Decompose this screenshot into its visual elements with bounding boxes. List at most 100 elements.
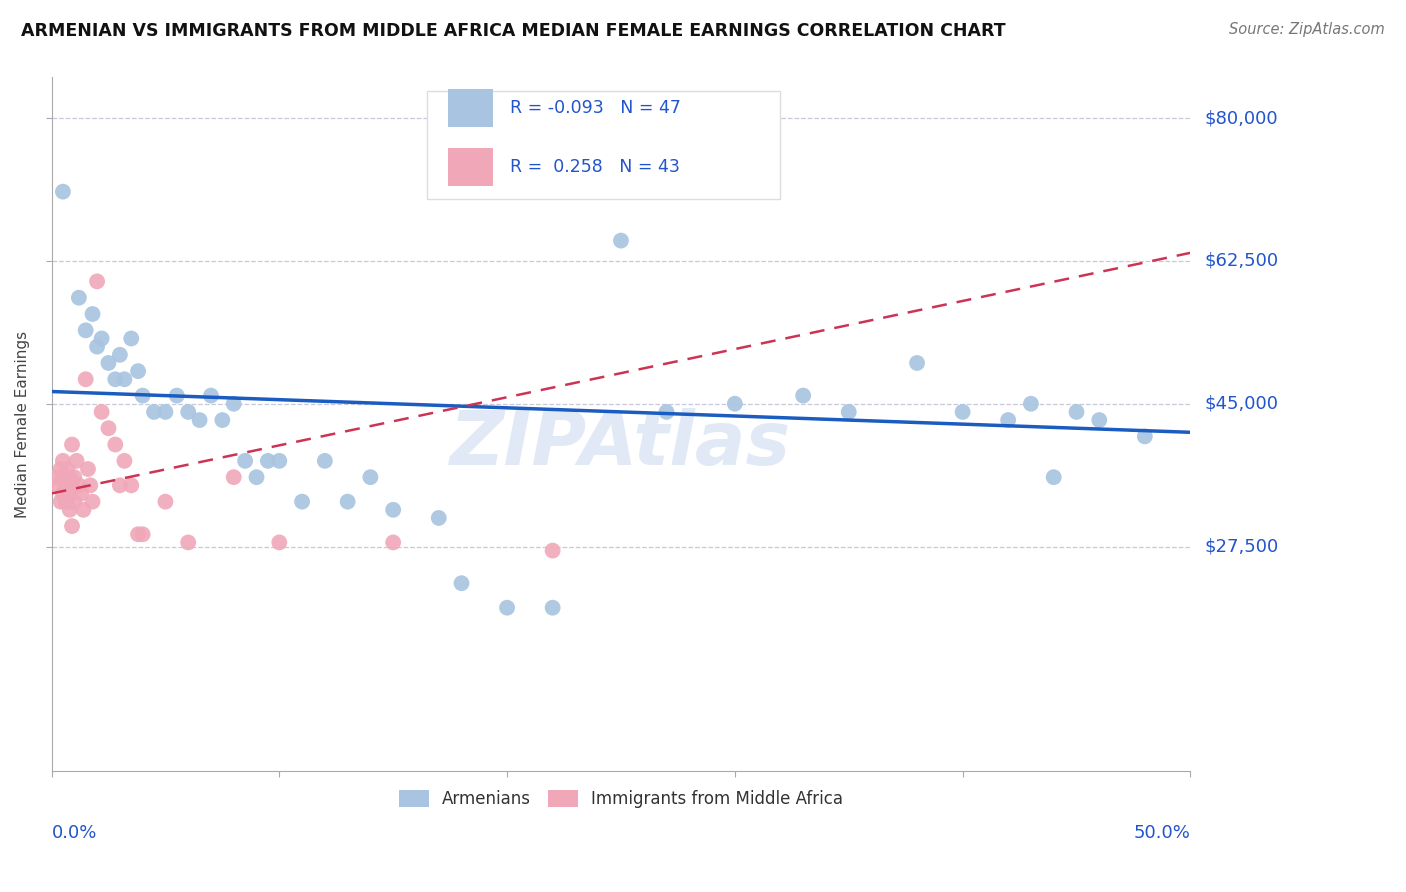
Point: [427, 511, 450, 525]
Point: [1066, 405, 1088, 419]
Point: [56, 478, 79, 492]
Y-axis label: Median Female Earnings: Median Female Earnings: [15, 331, 30, 517]
Point: [1088, 413, 1111, 427]
Point: [155, 405, 177, 419]
Point: [131, 527, 153, 541]
Point: [222, 470, 245, 484]
Point: [211, 413, 233, 427]
Point: [127, 527, 149, 541]
Point: [53, 478, 76, 492]
Point: [72, 503, 94, 517]
Point: [166, 388, 188, 402]
Point: [56, 462, 79, 476]
Point: [97, 356, 120, 370]
Text: $45,000: $45,000: [1205, 395, 1278, 413]
Point: [59, 470, 82, 484]
Point: [177, 405, 200, 419]
Point: [952, 405, 974, 419]
Point: [56, 494, 79, 508]
Point: [60, 478, 83, 492]
Point: [359, 470, 381, 484]
Point: [49, 494, 72, 508]
Point: [610, 234, 633, 248]
Point: [269, 454, 291, 468]
Point: [104, 437, 127, 451]
Point: [188, 413, 211, 427]
Point: [541, 600, 564, 615]
Point: [67, 478, 90, 492]
Point: [200, 388, 222, 402]
Text: R =  0.258   N = 43: R = 0.258 N = 43: [510, 158, 681, 177]
Point: [63, 494, 86, 508]
Text: $80,000: $80,000: [1205, 109, 1278, 128]
Point: [222, 397, 245, 411]
Point: [233, 454, 256, 468]
Point: [1042, 470, 1064, 484]
Point: [143, 405, 166, 419]
Text: R = -0.093   N = 47: R = -0.093 N = 47: [510, 99, 682, 117]
Point: [905, 356, 928, 370]
Point: [63, 470, 86, 484]
Point: [120, 331, 142, 345]
Point: [53, 494, 76, 508]
Point: [70, 486, 93, 500]
Point: [52, 185, 75, 199]
Text: Source: ZipAtlas.com: Source: ZipAtlas.com: [1229, 22, 1385, 37]
Point: [792, 388, 814, 402]
Point: [314, 454, 336, 468]
Point: [108, 348, 131, 362]
Point: [82, 494, 104, 508]
Point: [112, 454, 135, 468]
Text: $27,500: $27,500: [1205, 538, 1278, 556]
Legend: Armenians, Immigrants from Middle Africa: Armenians, Immigrants from Middle Africa: [392, 783, 849, 814]
Point: [65, 454, 87, 468]
Point: [48, 478, 70, 492]
Point: [60, 437, 83, 451]
Point: [104, 372, 127, 386]
Point: [291, 494, 314, 508]
Bar: [449, 148, 494, 186]
Point: [108, 478, 131, 492]
Text: ARMENIAN VS IMMIGRANTS FROM MIDDLE AFRICA MEDIAN FEMALE EARNINGS CORRELATION CHA: ARMENIAN VS IMMIGRANTS FROM MIDDLE AFRIC…: [21, 22, 1005, 40]
Point: [97, 421, 120, 435]
Point: [655, 405, 678, 419]
Point: [52, 454, 75, 468]
Point: [52, 486, 75, 500]
Point: [59, 503, 82, 517]
Point: [112, 372, 135, 386]
Text: ZIPAtlas: ZIPAtlas: [450, 409, 792, 482]
Point: [45, 470, 67, 484]
Point: [75, 323, 97, 337]
Point: [1133, 429, 1156, 443]
Point: [131, 388, 153, 402]
Point: [49, 462, 72, 476]
Point: [59, 486, 82, 500]
Point: [120, 478, 142, 492]
Text: 50.0%: 50.0%: [1133, 823, 1191, 841]
Point: [257, 454, 280, 468]
Text: 0.0%: 0.0%: [52, 823, 97, 841]
Point: [496, 600, 519, 615]
Point: [541, 543, 564, 558]
Point: [336, 494, 359, 508]
Point: [77, 462, 100, 476]
Point: [79, 478, 101, 492]
Point: [75, 372, 97, 386]
Point: [86, 274, 108, 288]
Point: [86, 340, 108, 354]
Point: [90, 405, 112, 419]
Point: [245, 470, 267, 484]
Point: [82, 307, 104, 321]
Bar: [427, 91, 780, 199]
Point: [382, 535, 405, 549]
Point: [450, 576, 472, 591]
Point: [1019, 397, 1042, 411]
Point: [177, 535, 200, 549]
Text: $62,500: $62,500: [1205, 252, 1278, 270]
Point: [382, 503, 405, 517]
Bar: [449, 89, 494, 128]
Point: [127, 364, 149, 378]
Point: [90, 331, 112, 345]
Point: [60, 519, 83, 533]
Point: [155, 494, 177, 508]
